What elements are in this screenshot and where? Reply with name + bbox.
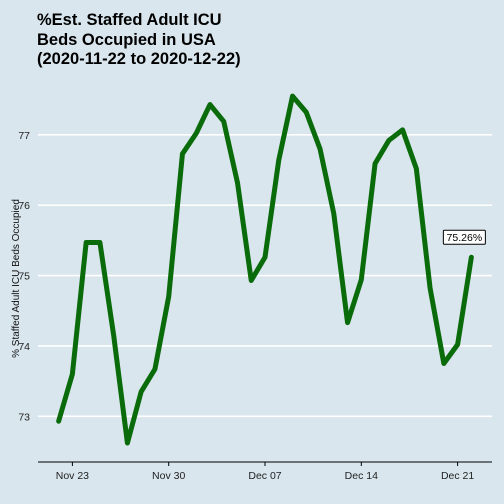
chart-title-line-3: (2020-11-22 to 2020-12-22) bbox=[37, 50, 241, 68]
y-tick-label: 75 bbox=[18, 271, 30, 283]
x-tick-label: Dec 21 bbox=[441, 470, 474, 482]
chart-title-line-1: %Est. Staffed Adult ICU bbox=[37, 11, 222, 29]
chart-title-line-2: Beds Occupied in USA bbox=[37, 31, 216, 49]
y-tick-label: 74 bbox=[18, 341, 30, 353]
value-annotation: 75.26% bbox=[442, 229, 486, 245]
annotation-box bbox=[442, 229, 486, 245]
y-axis-ticks: 73 74 75 76 77 bbox=[18, 130, 30, 423]
x-tick-label: Nov 23 bbox=[56, 470, 89, 482]
x-axis-ticks: Nov 23 Nov 30 Dec 07 Dec 14 Dec 21 bbox=[56, 462, 474, 482]
y-tick-label: 76 bbox=[18, 200, 30, 212]
x-tick-label: Nov 30 bbox=[152, 470, 185, 482]
x-tick-label: Dec 14 bbox=[345, 470, 378, 482]
y-tick-label: 73 bbox=[18, 411, 30, 423]
annotation-label: 75.26% bbox=[447, 232, 483, 244]
y-tick-label: 77 bbox=[18, 130, 30, 142]
y-axis-title: % Staffed Adult ICU Beds Occupied bbox=[11, 199, 22, 358]
series-line bbox=[56, 93, 474, 446]
x-tick-label: Dec 07 bbox=[248, 470, 281, 482]
